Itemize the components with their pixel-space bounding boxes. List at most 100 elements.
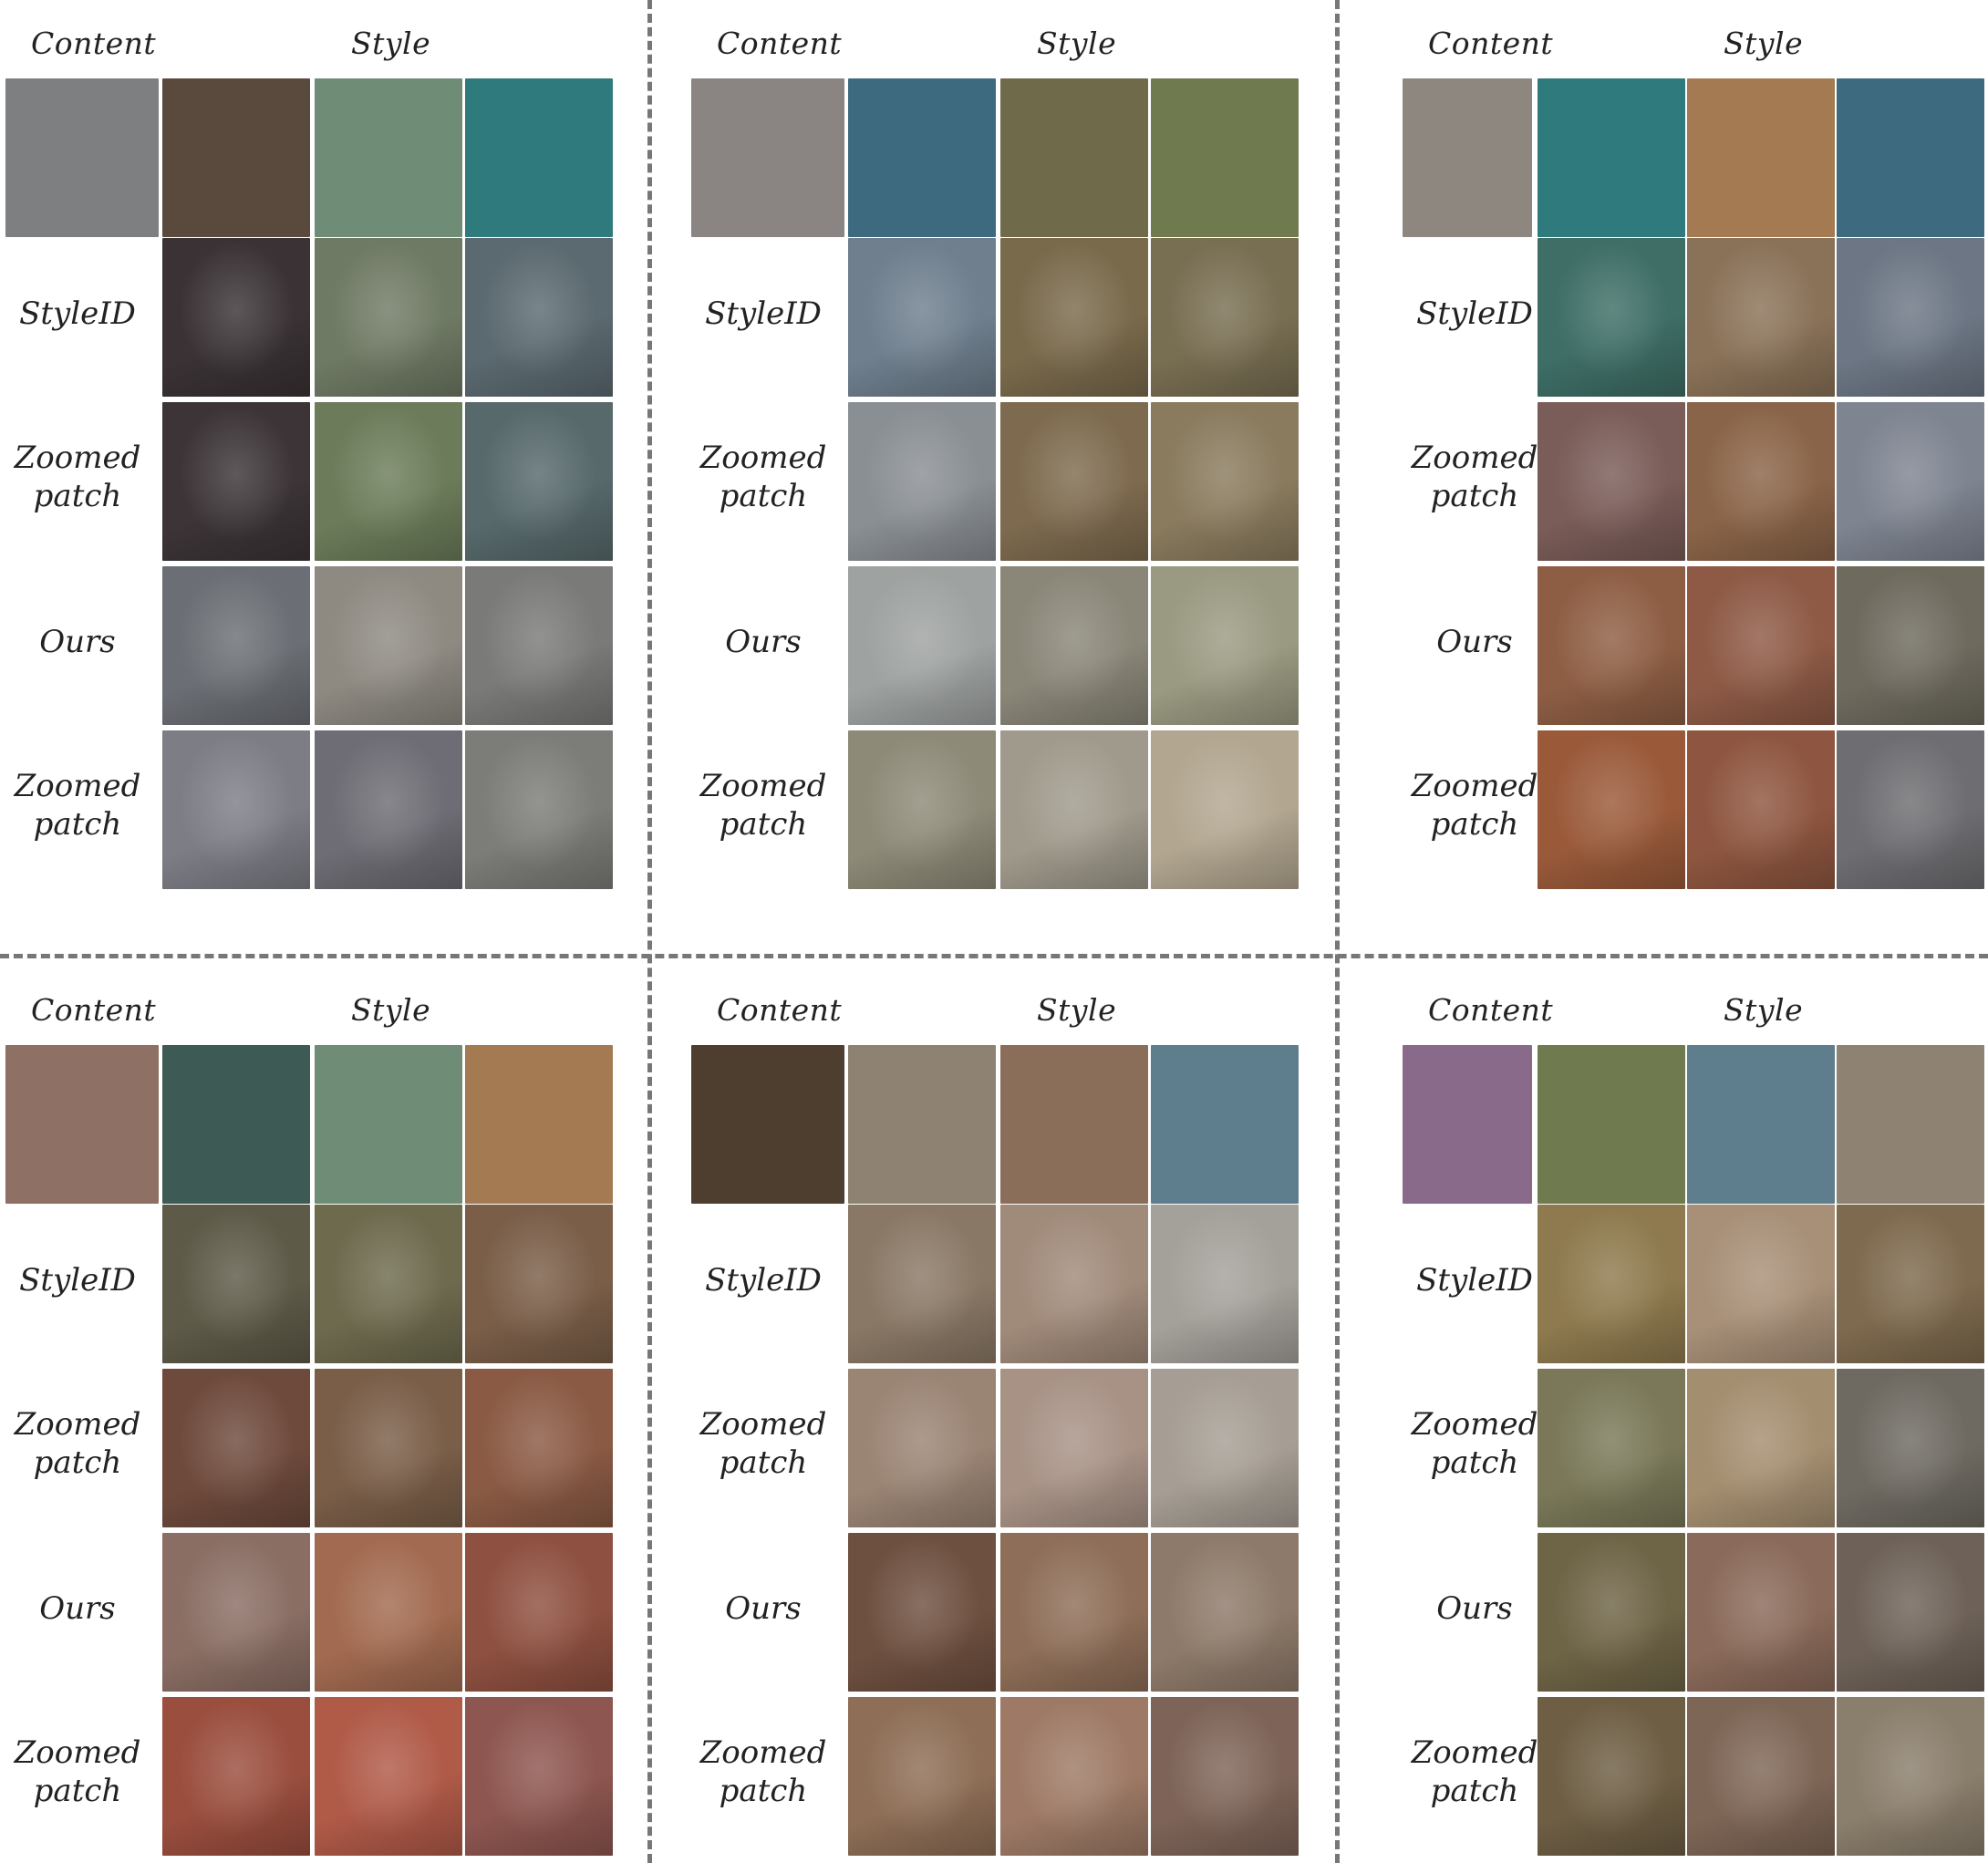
row-label-line-1: Zoomed bbox=[14, 1406, 141, 1443]
content-image bbox=[1403, 1045, 1532, 1204]
result-image bbox=[848, 566, 996, 725]
result-image bbox=[315, 566, 462, 725]
row-label: Zoomed patch bbox=[686, 767, 841, 844]
style-image-1 bbox=[848, 1045, 996, 1204]
result-image bbox=[1837, 1697, 1984, 1856]
row-label-line-1: StyleID bbox=[1416, 1262, 1533, 1299]
result-image bbox=[1151, 1533, 1299, 1692]
row-label: Zoomed patch bbox=[686, 1734, 841, 1810]
comparison-panel-cat-orange: Content Style StyleID Zoomed patch Ours Zoom… bbox=[686, 967, 1361, 1860]
result-image bbox=[1151, 1369, 1299, 1527]
style-column-header: Style bbox=[1037, 992, 1117, 1028]
result-image bbox=[1000, 566, 1148, 725]
comparison-panel-dog-white: Content Style StyleID Zoomed patch Ours Zoom… bbox=[686, 0, 1361, 894]
row-label-line-1: Ours bbox=[725, 624, 802, 660]
result-image bbox=[1687, 238, 1835, 397]
content-image bbox=[5, 1045, 159, 1204]
style-image-3 bbox=[1837, 1045, 1984, 1204]
result-image bbox=[1151, 402, 1299, 561]
result-image bbox=[465, 566, 613, 725]
row-label-line-1: StyleID bbox=[705, 295, 822, 332]
row-label: StyleID bbox=[686, 1261, 841, 1299]
style-image-1 bbox=[162, 78, 310, 237]
content-column-header: Content bbox=[31, 992, 157, 1028]
style-image-2 bbox=[1000, 1045, 1148, 1204]
row-label-line-1: Ours bbox=[1436, 624, 1513, 660]
row-label-line-1: Zoomed bbox=[699, 1734, 827, 1771]
row-label-line-1: Zoomed bbox=[699, 440, 827, 476]
row-label: Ours bbox=[1397, 1589, 1552, 1628]
result-image bbox=[162, 402, 310, 561]
row-label-line-1: Zoomed bbox=[1411, 1734, 1538, 1771]
style-image-2 bbox=[1687, 78, 1835, 237]
style-column-header: Style bbox=[351, 26, 431, 61]
comparison-panel-dog-golden: Content Style StyleID Zoomed patch Ours Zoom… bbox=[1384, 967, 1988, 1860]
result-image bbox=[162, 1697, 310, 1856]
style-image-3 bbox=[1151, 78, 1299, 237]
row-label: Zoomed patch bbox=[1397, 1734, 1552, 1810]
result-image bbox=[1837, 1369, 1984, 1527]
row-label: Zoomed patch bbox=[686, 1405, 841, 1482]
row-label: Zoomed patch bbox=[0, 1734, 155, 1810]
row-label: Zoomed patch bbox=[686, 439, 841, 515]
row-label-line-2: patch bbox=[1430, 478, 1519, 514]
result-image bbox=[1151, 566, 1299, 725]
result-image bbox=[162, 1533, 310, 1692]
row-label: Zoomed patch bbox=[0, 1405, 155, 1482]
row-label-line-1: Ours bbox=[1436, 1590, 1513, 1627]
style-image-2 bbox=[1687, 1045, 1835, 1204]
result-image bbox=[315, 730, 462, 889]
row-label-line-1: StyleID bbox=[19, 295, 136, 332]
result-image bbox=[162, 1369, 310, 1527]
result-image bbox=[1837, 730, 1984, 889]
result-image bbox=[848, 402, 996, 561]
style-image-2 bbox=[315, 1045, 462, 1204]
result-image bbox=[1687, 566, 1835, 725]
row-label: StyleID bbox=[1397, 1261, 1552, 1299]
row-label: StyleID bbox=[0, 295, 155, 333]
row-label: Ours bbox=[686, 623, 841, 661]
row-label-line-1: Zoomed bbox=[699, 768, 827, 804]
style-column-header: Style bbox=[351, 992, 431, 1028]
result-image bbox=[465, 402, 613, 561]
content-column-header: Content bbox=[717, 26, 843, 61]
row-label-line-2: patch bbox=[33, 478, 122, 514]
row-label: Zoomed patch bbox=[1397, 439, 1552, 515]
result-image bbox=[848, 1205, 996, 1363]
row-label: Zoomed patch bbox=[1397, 1405, 1552, 1482]
result-image bbox=[1837, 1205, 1984, 1363]
row-label-line-1: Zoomed bbox=[14, 768, 141, 804]
row-label-line-1: Zoomed bbox=[1411, 440, 1538, 476]
row-label: Zoomed patch bbox=[0, 439, 155, 515]
row-label-line-1: Zoomed bbox=[14, 1734, 141, 1771]
result-image bbox=[1151, 1205, 1299, 1363]
row-label-line-1: StyleID bbox=[705, 1262, 822, 1299]
result-image bbox=[848, 1533, 996, 1692]
result-image bbox=[465, 1697, 613, 1856]
style-image-1 bbox=[848, 78, 996, 237]
result-image bbox=[465, 1205, 613, 1363]
content-column-header: Content bbox=[717, 992, 843, 1028]
result-image bbox=[162, 566, 310, 725]
style-image-1 bbox=[1538, 1045, 1685, 1204]
row-label-line-2: patch bbox=[719, 806, 808, 843]
row-label-line-2: patch bbox=[719, 1444, 808, 1481]
row-label-line-2: patch bbox=[33, 806, 122, 843]
row-label-line-2: patch bbox=[719, 1773, 808, 1809]
row-label-line-2: patch bbox=[1430, 1773, 1519, 1809]
result-image bbox=[1151, 1697, 1299, 1856]
result-image bbox=[848, 238, 996, 397]
result-image bbox=[1687, 402, 1835, 561]
result-image bbox=[1538, 730, 1685, 889]
result-image bbox=[315, 238, 462, 397]
result-image bbox=[1000, 1369, 1148, 1527]
result-image bbox=[1687, 1369, 1835, 1527]
row-label-line-2: patch bbox=[719, 478, 808, 514]
style-image-1 bbox=[162, 1045, 310, 1204]
style-column-header: Style bbox=[1037, 26, 1117, 61]
result-image bbox=[315, 1205, 462, 1363]
row-label: Ours bbox=[686, 1589, 841, 1628]
comparison-panel-teddy-bear: Content Style StyleID Zoomed patch Ours Zoom… bbox=[1384, 0, 1988, 894]
result-image bbox=[1837, 402, 1984, 561]
